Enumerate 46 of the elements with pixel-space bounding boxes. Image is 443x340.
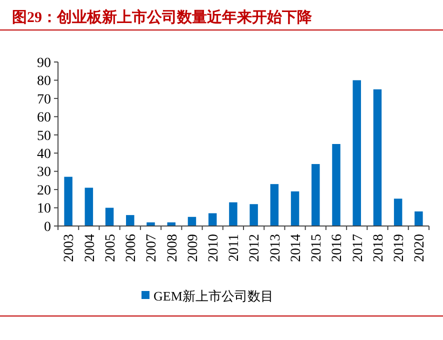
x-tick-label: 2008 — [165, 234, 180, 262]
x-tick-label: 2005 — [103, 234, 118, 262]
y-tick-label: 60 — [37, 110, 51, 126]
x-tick-label: 2016 — [330, 234, 346, 262]
x-tick-label: 2010 — [206, 234, 222, 262]
x-tick-label: 2011 — [227, 234, 242, 262]
y-tick-label: 20 — [37, 183, 51, 198]
bar — [105, 208, 114, 226]
x-tick-label: 2013 — [268, 234, 284, 262]
x-tick-label: 2014 — [288, 234, 304, 262]
bar — [332, 144, 340, 226]
bar — [270, 184, 279, 226]
chart-title: 图29：创业板新上市公司数量近年来开始下降 — [12, 8, 313, 26]
y-tick-label: 0 — [44, 220, 51, 235]
x-tick-label: 2003 — [62, 234, 78, 262]
y-tick-label: 90 — [37, 56, 51, 71]
bar — [208, 213, 217, 226]
bar — [229, 202, 238, 226]
y-tick-label: 80 — [37, 74, 51, 90]
x-tick-label: 2007 — [144, 234, 160, 262]
x-tick-label: 2018 — [371, 234, 386, 262]
x-tick-label: 2004 — [82, 234, 98, 262]
bar — [126, 215, 134, 226]
x-tick-label: 2015 — [310, 234, 325, 262]
bar — [188, 216, 196, 226]
y-tick-label: 70 — [37, 92, 51, 108]
bar — [394, 198, 402, 226]
bar — [312, 164, 320, 226]
y-tick-label: 50 — [37, 128, 51, 144]
bar — [290, 191, 300, 226]
x-tick-label: 2019 — [392, 234, 407, 262]
x-tick-label: 2009 — [186, 234, 201, 262]
legend-label: GEM新上市公司数目 — [154, 288, 274, 304]
x-tick-label: 2017 — [350, 234, 366, 262]
bar — [250, 204, 258, 226]
x-tick-label: 2012 — [248, 234, 263, 262]
bar — [352, 80, 361, 226]
bar — [373, 89, 382, 226]
bar — [414, 211, 423, 226]
bar — [64, 176, 72, 226]
x-tick-label: 2020 — [412, 234, 428, 262]
y-tick-label: 10 — [37, 202, 51, 217]
y-tick-label: 30 — [37, 165, 51, 180]
x-tick-label: 2006 — [124, 234, 140, 262]
bar — [84, 188, 94, 226]
y-tick-label: 40 — [37, 147, 51, 162]
